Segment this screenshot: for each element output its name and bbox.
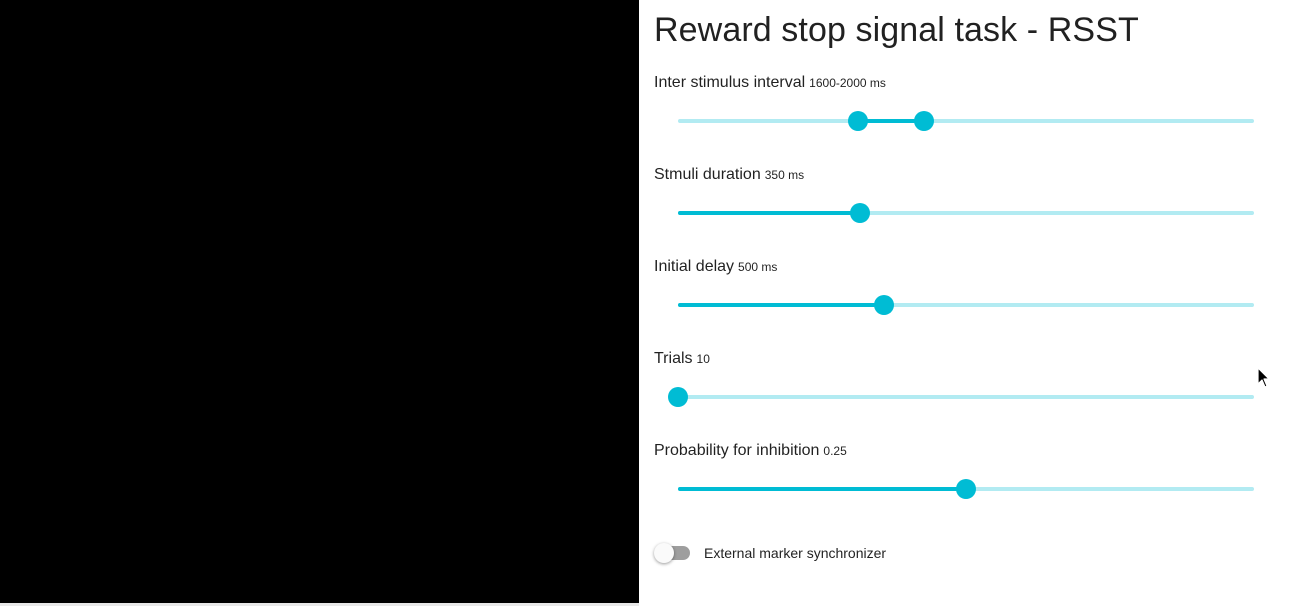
setting-value: 0.25	[823, 444, 847, 458]
stimulus-canvas	[0, 0, 639, 603]
slider-rail	[678, 211, 1254, 215]
slider-thumb-min[interactable]	[848, 111, 869, 131]
slider-thumb[interactable]	[873, 295, 894, 315]
setting-value: 10	[696, 352, 710, 366]
probability-for-inhibition-slider[interactable]	[678, 477, 1254, 501]
setting-trials: Trials 10	[654, 349, 1274, 429]
setting-stimuli-duration: Stmuli duration 350 ms	[654, 165, 1274, 245]
setting-label-text: Initial delay	[654, 258, 735, 275]
trials-slider[interactable]	[668, 385, 1254, 409]
canvas-bottom-divider	[0, 603, 639, 606]
slider-thumb[interactable]	[668, 387, 688, 407]
page-title: Reward stop signal task - RSST	[654, 11, 1139, 49]
setting-label: Probability for inhibition 0.25	[654, 441, 847, 461]
initial-delay-slider[interactable]	[678, 293, 1254, 317]
setting-value: 500 ms	[738, 260, 778, 274]
slider-track	[678, 487, 966, 491]
external-marker-toggle-row: External marker synchronizer	[654, 540, 1274, 566]
inter-stimulus-interval-slider[interactable]	[678, 109, 1254, 133]
setting-inter-stimulus-interval: Inter stimulus interval 1600-2000 ms	[654, 73, 1274, 153]
setting-label: Stmuli duration 350 ms	[654, 165, 804, 185]
switch-thumb[interactable]	[654, 543, 674, 563]
slider-thumb[interactable]	[850, 203, 871, 223]
stimuli-duration-slider[interactable]	[678, 201, 1254, 225]
setting-label: Trials 10	[654, 349, 710, 369]
slider-rail	[678, 395, 1254, 399]
setting-label-text: Probability for inhibition	[654, 442, 820, 459]
external-marker-label: External marker synchronizer	[704, 545, 887, 561]
setting-value: 350 ms	[764, 168, 805, 182]
slider-thumb-max[interactable]	[913, 111, 934, 131]
slider-track	[678, 303, 884, 307]
setting-label: Initial delay 500 ms	[654, 257, 777, 277]
setting-label-text: Stmuli duration	[654, 166, 761, 183]
setting-value: 1600-2000 ms	[809, 76, 886, 90]
setting-label-text: Inter stimulus interval	[654, 74, 806, 91]
slider-thumb[interactable]	[956, 479, 976, 499]
external-marker-switch[interactable]	[654, 543, 690, 563]
mouse-pointer-icon	[1257, 367, 1270, 388]
setting-initial-delay: Initial delay 500 ms	[654, 257, 1274, 337]
setting-probability-for-inhibition: Probability for inhibition 0.25	[654, 441, 1274, 521]
slider-rail	[678, 303, 1254, 307]
slider-rail	[678, 119, 1254, 123]
setting-label: Inter stimulus interval 1600-2000 ms	[654, 73, 886, 93]
setting-label-text: Trials	[654, 350, 693, 367]
slider-track	[858, 119, 924, 123]
slider-track	[678, 211, 861, 215]
